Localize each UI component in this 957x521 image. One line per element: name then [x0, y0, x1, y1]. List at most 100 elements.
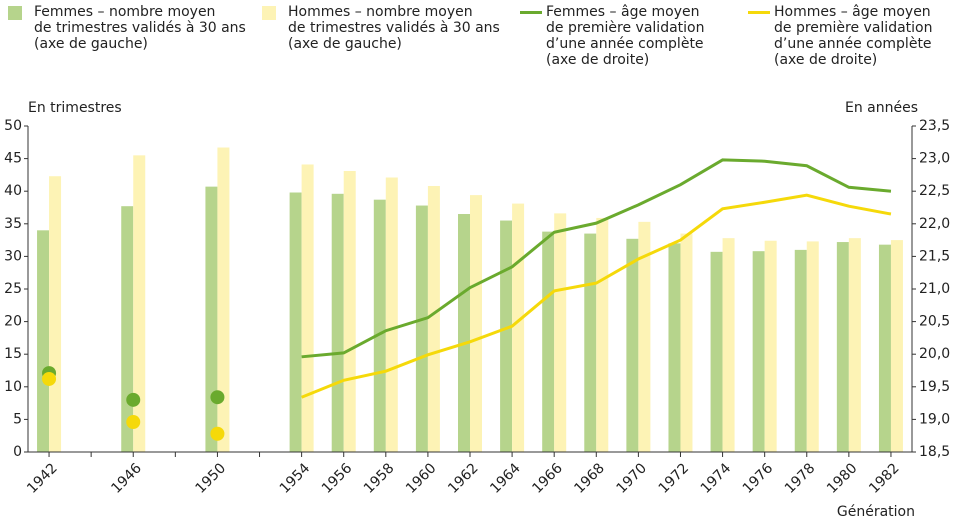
x-tick-label: 1980 — [824, 460, 861, 497]
y2-tick-label: 23,0 — [919, 151, 950, 167]
bar — [415, 205, 428, 452]
x-tick-label: 1970 — [614, 460, 651, 497]
y2-tick-label: 22,5 — [919, 183, 950, 199]
bar — [848, 238, 861, 452]
y2-tick-label: 23,5 — [919, 118, 950, 134]
y2-tick-label: 20,0 — [919, 346, 950, 362]
y-tick-label: 5 — [13, 411, 22, 427]
x-tick-label: 1960 — [403, 460, 440, 497]
y-tick-label: 0 — [13, 444, 22, 460]
x-tick-label: 1962 — [445, 460, 482, 497]
bar — [806, 241, 819, 452]
point — [126, 392, 141, 407]
bar — [836, 242, 849, 452]
y-tick-label: 35 — [4, 216, 22, 232]
x-tick-label: 1954 — [277, 460, 314, 497]
x-tick-label: 1956 — [319, 460, 356, 497]
bar — [373, 199, 386, 452]
bar — [794, 249, 807, 452]
bar — [121, 206, 134, 452]
bar — [289, 192, 302, 452]
y2-tick-label: 19,0 — [919, 411, 950, 427]
bar — [500, 220, 513, 452]
bar — [37, 230, 50, 452]
x-tick-label: 1982 — [866, 460, 903, 497]
x-tick-label: 1968 — [571, 460, 608, 497]
bar — [878, 244, 891, 452]
y-tick-label: 25 — [4, 281, 22, 297]
y-tick-label: 40 — [4, 183, 22, 199]
x-tick-label: 1972 — [656, 460, 693, 497]
bar — [764, 240, 777, 452]
bar — [427, 185, 440, 452]
point — [210, 426, 225, 441]
bar — [205, 186, 218, 453]
bar — [596, 217, 609, 452]
y-tick-label: 20 — [4, 314, 22, 330]
y2-tick-label: 18,5 — [919, 444, 950, 460]
x-tick-label: 1942 — [24, 460, 61, 497]
x-tick-label: 1976 — [740, 460, 777, 497]
bar — [217, 147, 230, 453]
bar — [584, 233, 597, 452]
bar — [301, 164, 314, 452]
bar — [133, 155, 146, 452]
line — [301, 193, 892, 399]
point — [210, 390, 225, 405]
legend-swatch — [262, 6, 276, 20]
legend-label: Femmes – âge moyen de première validatio… — [546, 4, 705, 68]
bar — [49, 176, 62, 453]
x-tick-label: 1978 — [782, 460, 819, 497]
line — [301, 158, 892, 359]
legend-entry: Femmes – âge moyen de première validatio… — [520, 4, 704, 68]
y2-tick-label: 22,0 — [919, 216, 950, 232]
legend-swatch — [748, 11, 770, 14]
y-tick-label: 50 — [4, 118, 22, 134]
bar — [470, 195, 482, 452]
bar — [331, 193, 344, 453]
legend-label: Hommes – nombre moyen de trimestres vali… — [288, 4, 500, 52]
legend-entry: Hommes – nombre moyen de trimestres vali… — [262, 4, 500, 52]
legend-label: Hommes – âge moyen de première validatio… — [774, 4, 933, 68]
bar — [890, 240, 903, 452]
bar — [752, 251, 765, 452]
y-tick-label: 10 — [4, 379, 22, 395]
y2-axis-label: En années — [845, 100, 918, 116]
x-tick-label: 1946 — [108, 460, 145, 497]
x-tick-label: 1974 — [698, 460, 735, 497]
legend-swatch — [520, 11, 542, 14]
legend-entry: Hommes – âge moyen de première validatio… — [748, 4, 932, 68]
point — [126, 415, 141, 430]
bar — [512, 203, 525, 452]
bar — [458, 214, 470, 452]
y-axis-label: En trimestres — [28, 100, 122, 116]
legend-entry: Femmes – nombre moyen de trimestres vali… — [8, 4, 246, 52]
y-tick-label: 30 — [4, 248, 22, 264]
y2-tick-label: 21,5 — [919, 248, 950, 264]
y2-tick-label: 19,5 — [919, 379, 950, 395]
y2-tick-label: 21,0 — [919, 281, 950, 297]
x-tick-label: 1958 — [361, 460, 398, 497]
bar — [385, 177, 398, 452]
x-tick-label: 1966 — [529, 460, 566, 497]
y-tick-label: 45 — [4, 151, 22, 167]
y-tick-label: 15 — [4, 346, 22, 362]
bar — [542, 231, 555, 452]
legend-swatch — [8, 6, 22, 20]
bar — [710, 251, 723, 452]
bar — [638, 221, 651, 452]
legend-label: Femmes – nombre moyen de trimestres vali… — [34, 4, 246, 52]
point — [42, 371, 57, 386]
x-tick-label: 1950 — [193, 460, 230, 497]
y2-tick-label: 20,5 — [919, 314, 950, 330]
bar — [554, 213, 567, 452]
x-axis-label: Génération — [837, 504, 915, 520]
bar — [343, 170, 356, 452]
bar — [722, 238, 735, 452]
x-tick-label: 1964 — [487, 460, 524, 497]
bar — [680, 233, 693, 452]
bar — [626, 238, 639, 452]
bar — [668, 243, 681, 452]
